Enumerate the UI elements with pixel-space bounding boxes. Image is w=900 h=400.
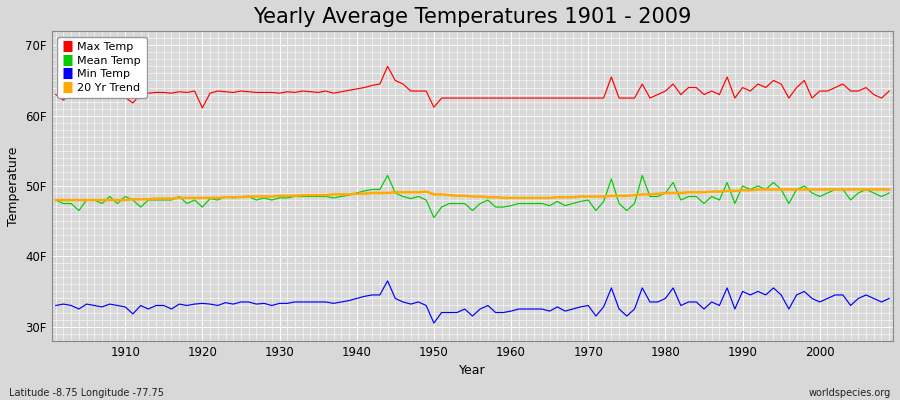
Text: worldspecies.org: worldspecies.org	[809, 388, 891, 398]
Legend: Max Temp, Mean Temp, Min Temp, 20 Yr Trend: Max Temp, Mean Temp, Min Temp, 20 Yr Tre…	[58, 37, 147, 98]
Text: Latitude -8.75 Longitude -77.75: Latitude -8.75 Longitude -77.75	[9, 388, 164, 398]
Y-axis label: Temperature: Temperature	[7, 146, 20, 226]
Title: Yearly Average Temperatures 1901 - 2009: Yearly Average Temperatures 1901 - 2009	[253, 7, 691, 27]
X-axis label: Year: Year	[459, 364, 486, 377]
